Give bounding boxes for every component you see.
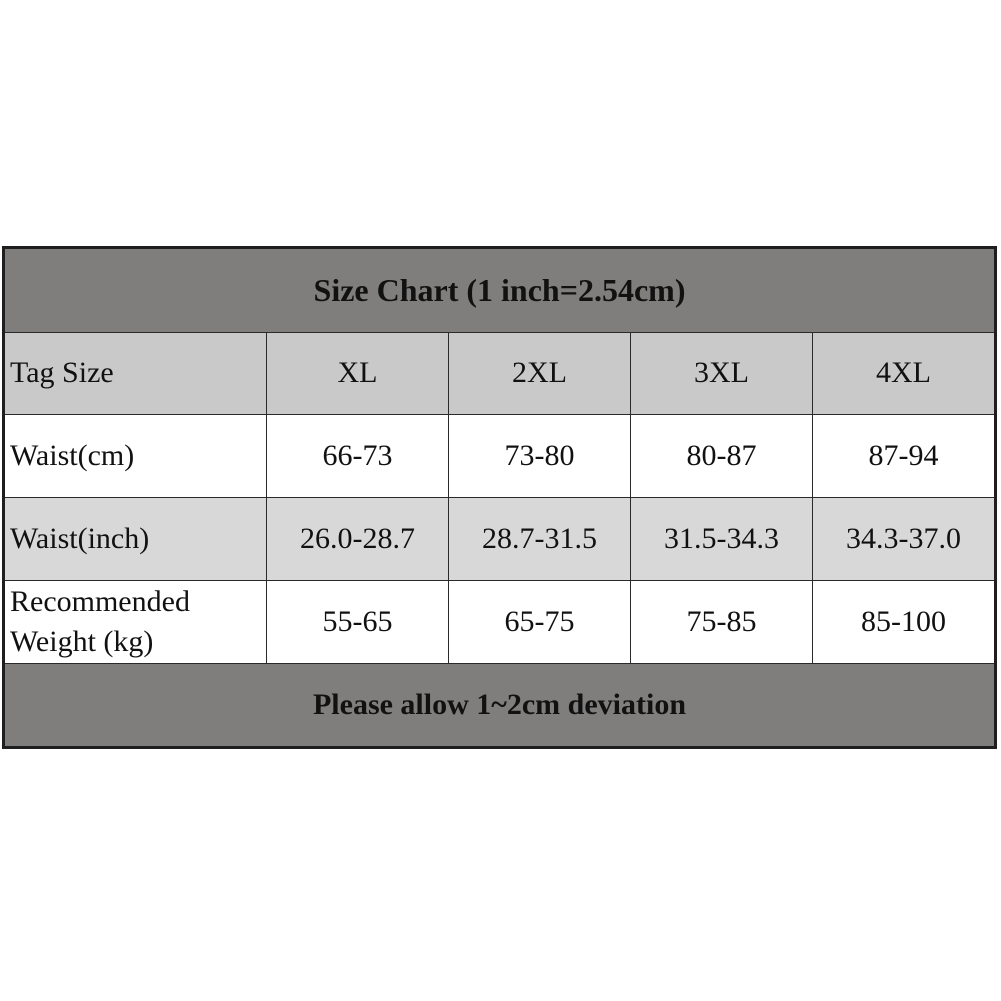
table-cell: 75-85 (631, 581, 813, 664)
column-header: Tag Size (5, 333, 267, 415)
row-label: Waist(inch) (5, 498, 267, 581)
row-label: Recommended Weight (kg) (5, 581, 267, 664)
table-cell: 66-73 (267, 415, 449, 498)
table-cell: 26.0-28.7 (267, 498, 449, 581)
table-cell: 87-94 (813, 415, 994, 498)
table-cell: 31.5-34.3 (631, 498, 813, 581)
row-label: Waist(cm) (5, 415, 267, 498)
column-header: XL (267, 333, 449, 415)
column-header: 3XL (631, 333, 813, 415)
table-cell: 65-75 (449, 581, 631, 664)
table-cell: 73-80 (449, 415, 631, 498)
size-table: Size Chart (1 inch=2.54cm) Tag Size XL 2XL… (2, 246, 997, 749)
footer-note: Please allow 1~2cm deviation (5, 664, 994, 746)
table-cell: 85-100 (813, 581, 994, 664)
table-title: Size Chart (1 inch=2.54cm) (5, 249, 994, 333)
column-header: 2XL (449, 333, 631, 415)
table-cell: 34.3-37.0 (813, 498, 994, 581)
table-cell: 55-65 (267, 581, 449, 664)
table-cell: 80-87 (631, 415, 813, 498)
table-cell: 28.7-31.5 (449, 498, 631, 581)
column-header: 4XL (813, 333, 994, 415)
